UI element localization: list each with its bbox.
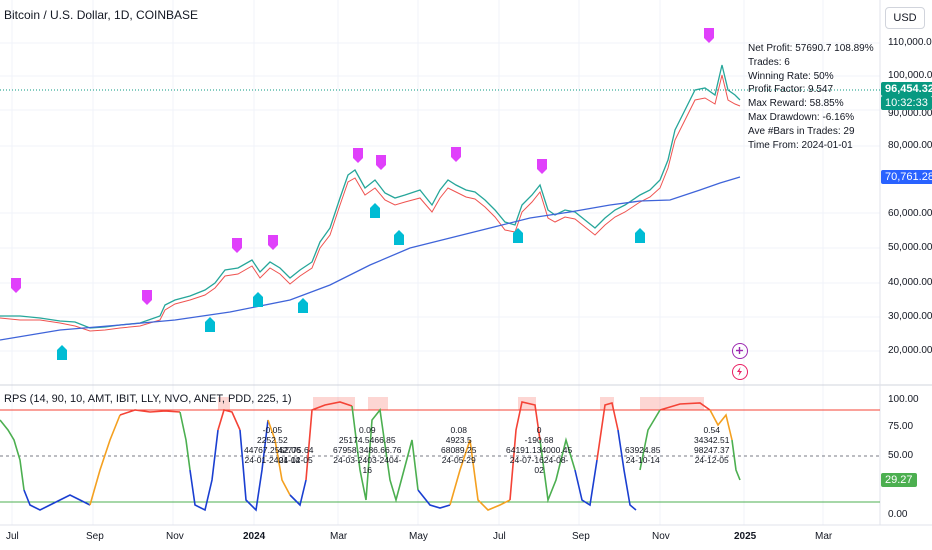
currency-button[interactable]: USD <box>885 7 925 29</box>
annotation: -0.05 2252.52 44767.2552.06 24-01-2401-14 <box>244 425 301 465</box>
indicator-title[interactable]: RPS (14, 90, 10, AMT, IBIT, LLY, NVO, AN… <box>4 393 292 405</box>
time-axis-label: 2024 <box>243 531 266 542</box>
oscillator-value-tag: 29.27 <box>881 473 917 487</box>
oscillator-axis-label: 100.00 <box>888 394 919 405</box>
annotation: 0.54 34342.51 98247.37 24-12-05 <box>694 425 730 465</box>
plus-circle-icon[interactable] <box>732 343 748 359</box>
annotation: 42775.64 24-02-05 <box>278 445 314 465</box>
annotation: 0 -190.68 64191.134000.45 24-07-1624-08-02 <box>506 425 573 475</box>
time-axis-label: Sep <box>572 531 590 542</box>
price-axis-label: 30,000.00 <box>888 311 932 322</box>
time-axis-label: Jul <box>6 531 19 542</box>
annotation: 0.09 25174.5466.85 67958.3486.66.76 24-03-2… <box>333 425 402 475</box>
price-axis-label: 20,000.00 <box>888 345 932 356</box>
time-axis-label: Mar <box>330 531 348 542</box>
sell-markers <box>11 28 714 305</box>
stat-max-drawdown: Max Drawdown: -6.16% <box>748 111 855 123</box>
strategy-stats-panel: Net Profit: 57690.7 108.89% Trades: 6 Wi… <box>748 42 874 152</box>
stat-time-from: Time From: 2024-01-01 <box>748 139 853 151</box>
last-price-tag: 96,454.32 <box>881 82 932 96</box>
bar-countdown-tag: 10:32:33 <box>881 96 932 110</box>
annotation: 0.08 4923.5 68089.25 24-05-29 <box>441 425 477 465</box>
price-axis-label: 60,000.00 <box>888 208 932 219</box>
time-axis-label: Mar <box>815 531 833 542</box>
stat-net-profit: Net Profit: 57690.7 108.89% <box>748 43 874 54</box>
moving-average-line <box>0 176 741 341</box>
moving-average-tag: 70,761.28 <box>881 170 932 184</box>
oscillator-axis-label: 50.00 <box>888 450 914 461</box>
price-axis-label: 50,000.00 <box>888 242 932 253</box>
stat-profit-factor: Profit Factor: 9.547 <box>748 84 834 96</box>
annotation: 63924.85 24-10-14 <box>625 445 661 465</box>
time-axis-label: May <box>409 531 428 542</box>
oscillator-axis-label: 75.00 <box>888 421 914 432</box>
chart-title: Bitcoin / U.S. Dollar, 1D, COINBASE <box>4 8 199 22</box>
stat-winning-rate: Winning Rate: 50% <box>748 70 834 82</box>
price-axis-label: 100,000.00 <box>888 70 932 81</box>
time-axis-label: Nov <box>166 531 184 542</box>
buy-markers <box>57 203 645 360</box>
price-axis-label: 80,000.00 <box>888 140 932 151</box>
stat-ave-bars: Ave #Bars in Trades: 29 <box>748 125 855 137</box>
price-axis-label: 90,000.00 <box>888 108 932 119</box>
stat-max-reward: Max Reward: 58.85% <box>748 98 844 110</box>
time-axis-label: Jul <box>493 531 506 542</box>
time-axis-label: Nov <box>652 531 670 542</box>
oscillator-levels <box>0 409 880 503</box>
stat-trades: Trades: 6 <box>748 56 790 68</box>
price-axis-label: 110,000.00 <box>888 37 932 48</box>
price-axis-label: 40,000.00 <box>888 277 932 288</box>
time-axis-label: Sep <box>86 531 104 542</box>
time-axis-label: 2025 <box>734 531 757 542</box>
oscillator-axis-label: 0.00 <box>888 509 908 520</box>
lightning-icon[interactable] <box>732 364 748 380</box>
price-candles <box>0 64 741 332</box>
oscillator-line <box>0 401 741 512</box>
